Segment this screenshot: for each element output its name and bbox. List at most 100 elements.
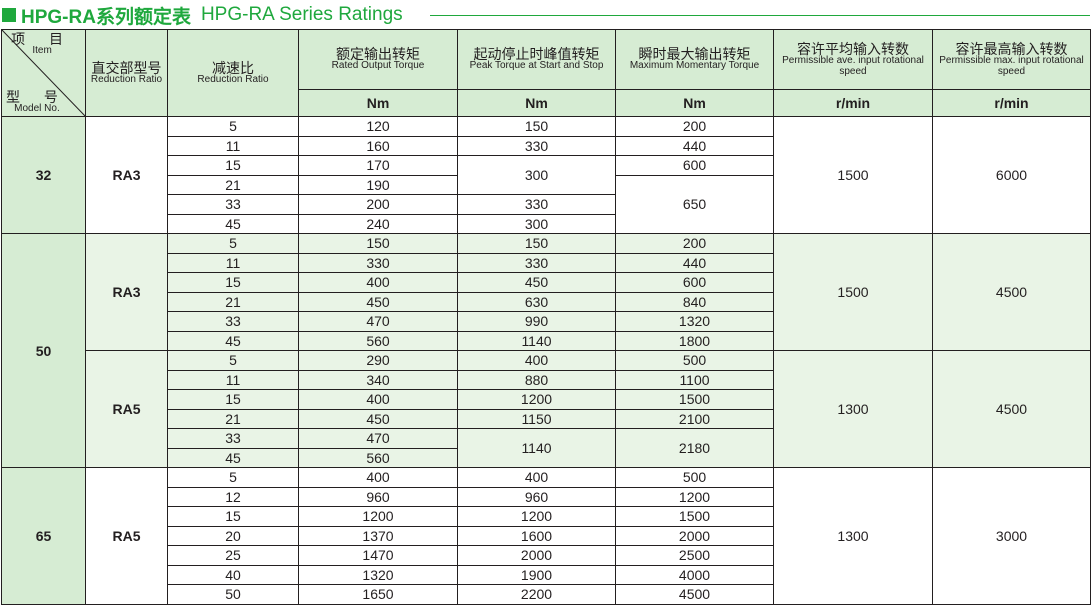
ratio-cell: 21 xyxy=(167,291,299,312)
max-torque-cell: 600 xyxy=(615,272,774,293)
rated-torque-cell: 330 xyxy=(298,252,458,273)
max-torque-cell: 600 xyxy=(615,155,774,176)
title-english: HPG-RA Series Ratings xyxy=(200,4,403,25)
peak-torque-cell: 330 xyxy=(457,135,616,156)
peak-torque-cell: 1140 xyxy=(457,428,616,468)
unit-peak-torque: Nm xyxy=(457,89,616,117)
max-torque-cell: 4500 xyxy=(615,584,774,605)
title-chinese: HPG-RA系列额定表 xyxy=(21,6,191,28)
max-torque-cell: 4000 xyxy=(615,564,774,585)
max-torque-cell: 650 xyxy=(615,174,774,234)
table-body: 32 RA3 5 120 150 200 1500 6000 11 160 330 440 15 170 3… xyxy=(1,116,1091,605)
header-ratio: 减速比 Reduction Ratio xyxy=(167,29,299,117)
ratio-cell: 5 xyxy=(167,350,299,371)
ratio-cell: 40 xyxy=(167,564,299,585)
rated-torque-cell: 170 xyxy=(298,155,458,176)
corner-header: 项 目 Item 型 号 Model No. xyxy=(1,29,86,117)
table-row: 15 400 1200 1500 xyxy=(2,389,1091,410)
peak-torque-cell: 1900 xyxy=(457,564,616,585)
section-title: HPG-RA系列额定表 HPG-RA Series Ratings xyxy=(2,3,403,28)
header-peak-torque: 起动停止时峰值转矩 Peak Torque at Start and Stop xyxy=(457,29,616,90)
rated-torque-cell: 120 xyxy=(298,116,458,137)
model-label-en: Model No. xyxy=(14,103,60,114)
table-row: 21 450 630 840 xyxy=(2,291,1091,312)
model-number-cell: 50 xyxy=(1,233,86,468)
max-torque-cell: 2500 xyxy=(615,545,774,566)
max-torque-cell: 1500 xyxy=(615,389,774,410)
peak-torque-cell: 330 xyxy=(457,194,616,215)
table-row: 20 1370 1600 2000 xyxy=(2,525,1091,546)
max-torque-cell: 500 xyxy=(615,467,774,488)
model-label-cn: 型 号 xyxy=(6,89,68,105)
rated-torque-cell: 150 xyxy=(298,233,458,254)
ratio-cell: 50 xyxy=(167,584,299,605)
table-row: 11 340 880 1100 xyxy=(2,369,1091,390)
ratio-cell: 11 xyxy=(167,369,299,390)
peak-torque-cell: 330 xyxy=(457,252,616,273)
avg-speed-cell: 1500 xyxy=(773,116,933,234)
rated-torque-cell: 450 xyxy=(298,291,458,312)
unit-max-torque: Nm xyxy=(615,89,774,117)
rated-torque-cell: 190 xyxy=(298,174,458,195)
header-avg-speed: 容许平均输入转数 Permissible ave. input rotationa… xyxy=(773,29,933,90)
header-max-torque: 瞬时最大输出转矩 Maximum Momentary Torque xyxy=(615,29,774,90)
table-row: 32 RA3 5 120 150 200 1500 6000 xyxy=(1,116,1091,234)
ratio-cell: 20 xyxy=(167,525,299,546)
max-torque-cell: 840 xyxy=(615,291,774,312)
peak-torque-cell: 400 xyxy=(457,467,616,488)
rated-torque-cell: 1320 xyxy=(298,564,458,585)
reduction-type-cell: RA3 xyxy=(85,233,168,351)
ratio-cell: 5 xyxy=(167,233,299,254)
peak-torque-cell: 300 xyxy=(457,155,616,195)
rated-torque-cell: 450 xyxy=(298,408,458,429)
rated-torque-cell: 400 xyxy=(298,272,458,293)
table-row: 33 200 330 xyxy=(2,194,1091,215)
max-torque-cell: 2180 xyxy=(615,428,774,468)
diagonal-divider xyxy=(2,30,86,117)
ratings-table: 项 目 Item 型 号 Model No. 直交部型号 Reduction Rati… xyxy=(1,29,1091,605)
rated-torque-cell: 960 xyxy=(298,486,458,507)
peak-torque-cell: 150 xyxy=(457,233,616,254)
header-type: 直交部型号 Reduction Ratio xyxy=(85,29,168,117)
ratio-cell: 15 xyxy=(167,155,299,176)
ratio-cell: 12 xyxy=(167,486,299,507)
unit-avg-speed: r/min xyxy=(773,89,933,117)
green-square-icon xyxy=(2,8,16,22)
item-label-en: Item xyxy=(32,45,52,56)
avg-speed-cell: 1500 xyxy=(773,233,933,351)
table-row: 65 RA5 5 400 400 500 1300 3000 xyxy=(1,467,1091,605)
rated-torque-cell: 400 xyxy=(298,389,458,410)
peak-torque-cell: 1140 xyxy=(457,330,616,351)
table-row: 50 1650 2200 4500 xyxy=(2,584,1091,605)
max-torque-cell: 440 xyxy=(615,135,774,156)
max-speed-cell: 6000 xyxy=(932,116,1091,234)
peak-torque-cell: 960 xyxy=(457,486,616,507)
max-torque-cell: 2000 xyxy=(615,525,774,546)
rated-torque-cell: 200 xyxy=(298,194,458,215)
ratio-cell: 11 xyxy=(167,135,299,156)
rated-torque-cell: 400 xyxy=(298,467,458,488)
peak-torque-cell: 1200 xyxy=(457,506,616,527)
rated-torque-cell: 160 xyxy=(298,135,458,156)
peak-torque-cell: 1150 xyxy=(457,408,616,429)
ratio-cell: 25 xyxy=(167,545,299,566)
max-speed-cell: 4500 xyxy=(932,233,1091,351)
reduction-type-cell: RA5 xyxy=(85,350,168,468)
rated-torque-cell: 470 xyxy=(298,311,458,332)
rated-torque-cell: 1650 xyxy=(298,584,458,605)
rated-torque-cell: 1200 xyxy=(298,506,458,527)
table-row: 50 RA3 5 150 150 200 1500 4500 xyxy=(1,233,1091,468)
ratio-cell: 33 xyxy=(167,428,299,449)
rated-torque-cell: 470 xyxy=(298,428,458,449)
rated-torque-cell: 560 xyxy=(298,447,458,468)
rated-torque-cell: 340 xyxy=(298,369,458,390)
max-torque-cell: 2100 xyxy=(615,408,774,429)
rated-torque-cell: 240 xyxy=(298,213,458,234)
ratio-cell: 21 xyxy=(167,174,299,195)
ratio-cell: 11 xyxy=(167,252,299,273)
table-row: RA5 5 290 400 500 1300 4500 xyxy=(2,350,1091,468)
rated-torque-cell: 1470 xyxy=(298,545,458,566)
max-torque-cell: 1100 xyxy=(615,369,774,390)
ratio-cell: 5 xyxy=(167,116,299,137)
peak-torque-cell: 1600 xyxy=(457,525,616,546)
